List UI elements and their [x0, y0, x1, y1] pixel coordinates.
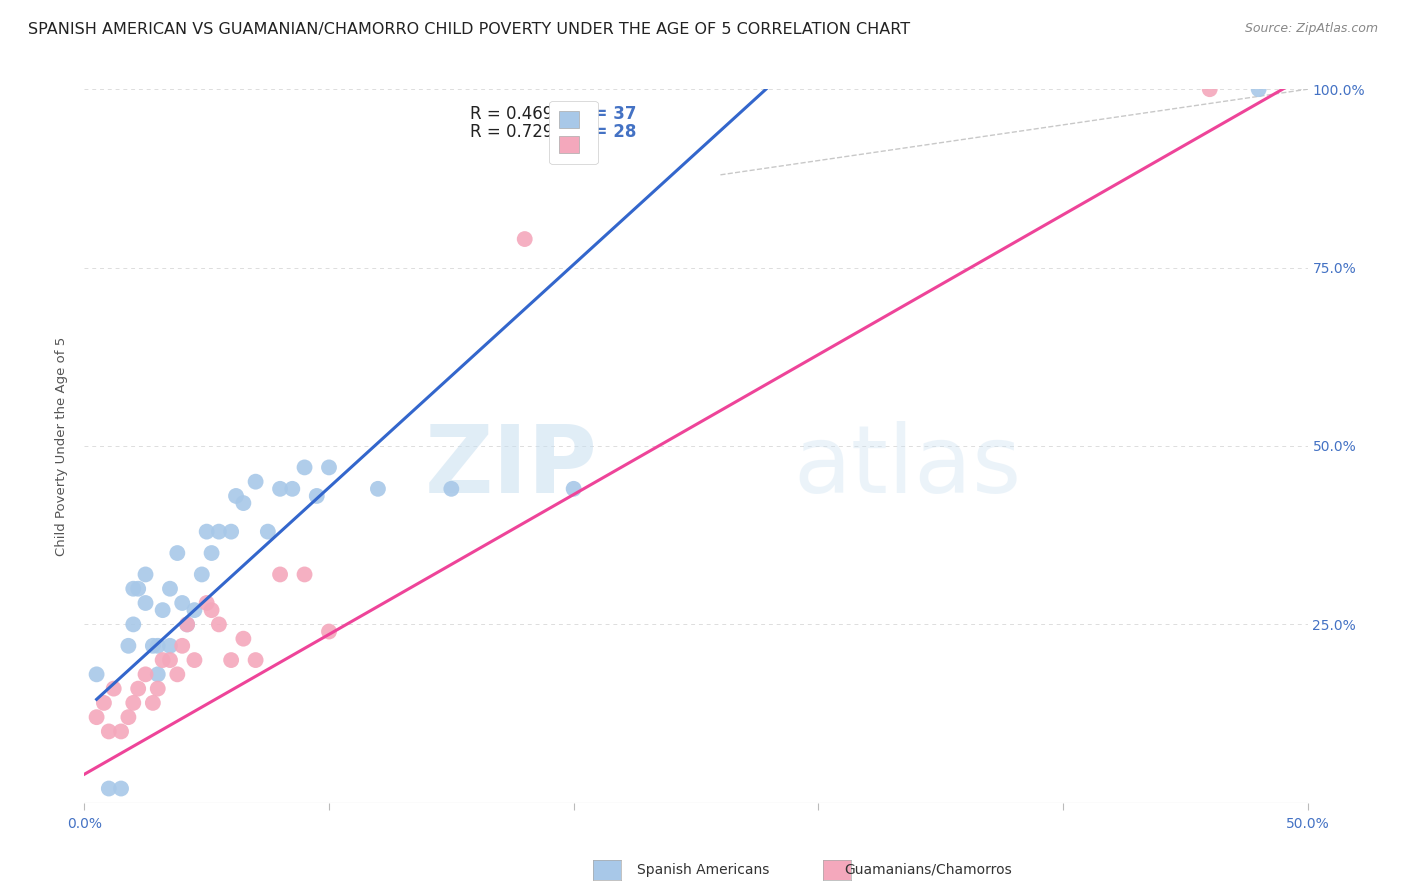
Text: Source: ZipAtlas.com: Source: ZipAtlas.com	[1244, 22, 1378, 36]
Legend: , : ,	[550, 101, 598, 164]
Point	[208, 617, 231, 632]
Point	[142, 696, 165, 710]
Point	[135, 567, 157, 582]
Y-axis label: Child Poverty Under the Age of 5: Child Poverty Under the Age of 5	[55, 336, 69, 556]
Point	[86, 710, 108, 724]
Point	[195, 596, 218, 610]
Point	[122, 617, 145, 632]
Point	[318, 460, 340, 475]
Point	[200, 546, 222, 560]
Point	[245, 475, 267, 489]
Point	[245, 653, 267, 667]
Point	[97, 724, 120, 739]
Point	[122, 582, 145, 596]
Point	[294, 567, 316, 582]
Point	[176, 617, 198, 632]
Point	[86, 667, 108, 681]
Point	[219, 653, 242, 667]
Text: R = 0.469: R = 0.469	[470, 105, 553, 123]
Point	[152, 653, 174, 667]
Point	[305, 489, 328, 503]
Text: SPANISH AMERICAN VS GUAMANIAN/CHAMORRO CHILD POVERTY UNDER THE AGE OF 5 CORRELAT: SPANISH AMERICAN VS GUAMANIAN/CHAMORRO C…	[28, 22, 910, 37]
Point	[367, 482, 389, 496]
Text: N = 28: N = 28	[574, 123, 636, 142]
Point	[166, 667, 188, 681]
Point	[257, 524, 280, 539]
Point	[110, 781, 132, 796]
Point	[122, 696, 145, 710]
Point	[513, 232, 536, 246]
Point	[191, 567, 214, 582]
Point	[146, 639, 169, 653]
Point	[269, 567, 291, 582]
Point	[135, 596, 157, 610]
Text: N = 37: N = 37	[574, 105, 636, 123]
Point	[93, 696, 115, 710]
Point	[103, 681, 125, 696]
Point	[135, 667, 157, 681]
Point	[269, 482, 291, 496]
Point	[166, 546, 188, 560]
Text: ZIP: ZIP	[425, 421, 598, 514]
Point	[172, 596, 194, 610]
Point	[127, 582, 149, 596]
Point	[195, 524, 218, 539]
Text: R = 0.729: R = 0.729	[470, 123, 553, 142]
Point	[146, 667, 169, 681]
Point	[200, 603, 222, 617]
Point	[219, 524, 242, 539]
Point	[117, 710, 139, 724]
Point	[1247, 82, 1270, 96]
Point	[318, 624, 340, 639]
Point	[232, 496, 254, 510]
Text: Spanish Americans: Spanish Americans	[637, 863, 769, 877]
Point	[176, 617, 198, 632]
Point	[159, 653, 181, 667]
Point	[97, 781, 120, 796]
Point	[183, 653, 205, 667]
Point	[1198, 82, 1220, 96]
Point	[127, 681, 149, 696]
Point	[281, 482, 304, 496]
Point	[142, 639, 165, 653]
Text: atlas: atlas	[794, 421, 1022, 514]
Point	[159, 639, 181, 653]
Text: Guamanians/Chamorros: Guamanians/Chamorros	[844, 863, 1012, 877]
Point	[146, 681, 169, 696]
Point	[159, 582, 181, 596]
Point	[562, 482, 585, 496]
Point	[225, 489, 247, 503]
Point	[183, 603, 205, 617]
Point	[172, 639, 194, 653]
Point	[110, 724, 132, 739]
Point	[294, 460, 316, 475]
Point	[208, 524, 231, 539]
Point	[152, 603, 174, 617]
Point	[440, 482, 463, 496]
Point	[232, 632, 254, 646]
Point	[117, 639, 139, 653]
